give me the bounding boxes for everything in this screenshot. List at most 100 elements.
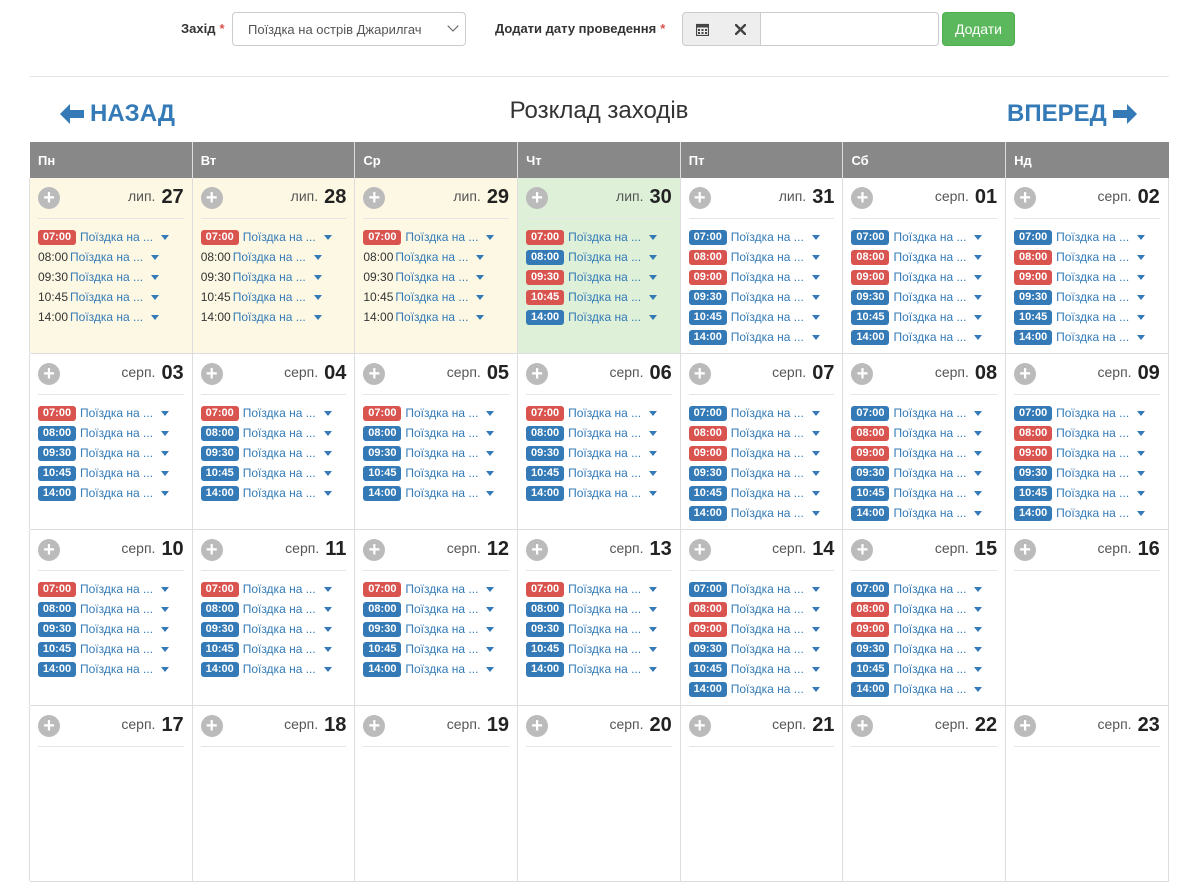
event-item[interactable]: 09:30 Поїздка на ... [688,639,843,659]
caret-down-icon[interactable] [974,430,983,436]
event-item[interactable]: 09:00 Поїздка на ... [688,443,843,463]
caret-down-icon[interactable] [811,666,820,672]
event-item[interactable]: 10:45 Поїздка на ... [200,639,355,659]
event-name-link[interactable]: Поїздка на ... [80,582,154,596]
event-item[interactable]: 07:00 Поїздка на ... [526,227,680,247]
event-name-link[interactable]: Поїздка на ... [405,486,479,500]
add-event-icon[interactable]: + [200,539,223,561]
event-select[interactable]: Поїздка на острів Джарилгач [232,12,466,46]
event-item[interactable]: 10:45 Поїздка на ... [688,307,843,327]
event-item[interactable]: 09:30 Поїздка на ... [363,267,517,287]
caret-down-icon[interactable] [323,626,332,632]
event-item[interactable]: 14:00 Поїздка на ... [851,679,1005,699]
caret-down-icon[interactable] [1137,490,1146,496]
event-item[interactable]: 09:30 Поїздка на ... [688,463,843,483]
back-button[interactable]: НАЗАД [60,100,175,128]
event-name-link[interactable]: Поїздка на ... [80,230,154,244]
event-name-link[interactable]: Поїздка на ... [893,486,967,500]
event-item[interactable]: 08:00 Поїздка на ... [526,423,680,443]
caret-down-icon[interactable] [811,510,820,516]
event-item[interactable]: 07:00 Поїздка на ... [851,579,1005,599]
event-name-link[interactable]: Поїздка на ... [70,310,144,324]
event-name-link[interactable]: Поїздка на ... [80,426,154,440]
clear-date-button[interactable] [721,12,761,46]
event-name-link[interactable]: Поїздка на ... [80,406,154,420]
add-event-icon[interactable]: + [38,715,60,737]
caret-down-icon[interactable] [974,254,983,260]
event-name-link[interactable]: Поїздка на ... [395,250,469,264]
event-name-link[interactable]: Поїздка на ... [568,250,642,264]
caret-down-icon[interactable] [486,586,495,592]
caret-down-icon[interactable] [323,490,332,496]
event-name-link[interactable]: Поїздка на ... [242,582,316,596]
caret-down-icon[interactable] [1137,470,1146,476]
event-item[interactable]: 08:00 Поїздка на ... [688,247,843,267]
event-item[interactable]: 10:45 Поїздка на ... [200,463,355,483]
event-item[interactable]: 10:45 Поїздка на ... [1014,307,1168,327]
caret-down-icon[interactable] [323,586,332,592]
event-item[interactable]: 07:00 Поїздка на ... [526,579,680,599]
caret-down-icon[interactable] [486,646,495,652]
event-item[interactable]: 09:00 Поїздка на ... [851,267,1005,287]
event-item[interactable]: 08:00 Поїздка на ... [851,247,1005,267]
event-name-link[interactable]: Поїздка на ... [730,330,804,344]
add-event-icon[interactable]: + [526,715,549,737]
caret-down-icon[interactable] [811,606,820,612]
caret-down-icon[interactable] [649,450,658,456]
event-name-link[interactable]: Поїздка на ... [730,270,804,284]
event-item[interactable]: 10:45 Поїздка на ... [688,659,843,679]
caret-down-icon[interactable] [1137,254,1146,260]
forward-button[interactable]: ВПЕРЕД [1007,100,1137,128]
caret-down-icon[interactable] [1137,334,1146,340]
add-event-icon[interactable]: + [688,187,711,209]
event-item[interactable]: 14:00 Поїздка на ... [38,659,192,679]
add-event-icon[interactable]: + [38,363,60,385]
event-item[interactable]: 09:30 Поїздка на ... [851,287,1005,307]
caret-down-icon[interactable] [974,490,983,496]
event-name-link[interactable]: Поїздка на ... [730,290,804,304]
event-name-link[interactable]: Поїздка на ... [405,230,479,244]
event-name-link[interactable]: Поїздка на ... [730,426,804,440]
event-item[interactable]: 07:00 Поїздка на ... [200,579,355,599]
caret-down-icon[interactable] [161,450,170,456]
event-item[interactable]: 07:00 Поїздка на ... [363,227,517,247]
event-item[interactable]: 07:00 Поїздка на ... [851,227,1005,247]
caret-down-icon[interactable] [486,410,495,416]
event-name-link[interactable]: Поїздка на ... [893,310,967,324]
caret-down-icon[interactable] [486,490,495,496]
caret-down-icon[interactable] [974,646,983,652]
event-item[interactable]: 14:00 Поїздка на ... [201,307,355,327]
event-item[interactable]: 14:00 Поїздка на ... [851,503,1005,523]
event-item[interactable]: 09:30 Поїздка на ... [526,443,680,463]
event-item[interactable]: 08:00 Поїздка на ... [688,423,843,443]
caret-down-icon[interactable] [811,626,820,632]
add-date-button[interactable]: Додати [942,12,1015,46]
event-name-link[interactable]: Поїздка на ... [893,426,967,440]
event-name-link[interactable]: Поїздка на ... [893,290,967,304]
event-name-link[interactable]: Поїздка на ... [242,662,316,676]
caret-down-icon[interactable] [476,274,485,280]
event-name-link[interactable]: Поїздка на ... [1056,466,1130,480]
event-item[interactable]: 10:45 Поїздка на ... [363,287,517,307]
event-item[interactable]: 08:00 Поїздка на ... [1014,423,1168,443]
event-name-link[interactable]: Поїздка на ... [568,662,642,676]
event-item[interactable]: 09:30 Поїздка на ... [526,619,680,639]
caret-down-icon[interactable] [161,646,170,652]
event-item[interactable]: 07:00 Поїздка на ... [200,227,355,247]
add-event-icon[interactable]: + [851,539,874,561]
event-name-link[interactable]: Поїздка на ... [730,602,804,616]
caret-down-icon[interactable] [649,274,658,280]
add-event-icon[interactable]: + [851,715,874,737]
caret-down-icon[interactable] [151,294,160,300]
event-name-link[interactable]: Поїздка на ... [405,406,479,420]
event-name-link[interactable]: Поїздка на ... [893,622,967,636]
event-name-link[interactable]: Поїздка на ... [568,290,642,304]
event-name-link[interactable]: Поїздка на ... [242,486,316,500]
event-name-link[interactable]: Поїздка на ... [395,310,469,324]
event-name-link[interactable]: Поїздка на ... [80,662,154,676]
event-item[interactable]: 08:00 Поїздка на ... [363,599,517,619]
event-item[interactable]: 10:45 Поїздка на ... [38,639,192,659]
event-item[interactable]: 14:00 Поїздка на ... [38,483,192,503]
event-item[interactable]: 08:00 Поїздка на ... [851,423,1005,443]
event-name-link[interactable]: Поїздка на ... [405,622,479,636]
